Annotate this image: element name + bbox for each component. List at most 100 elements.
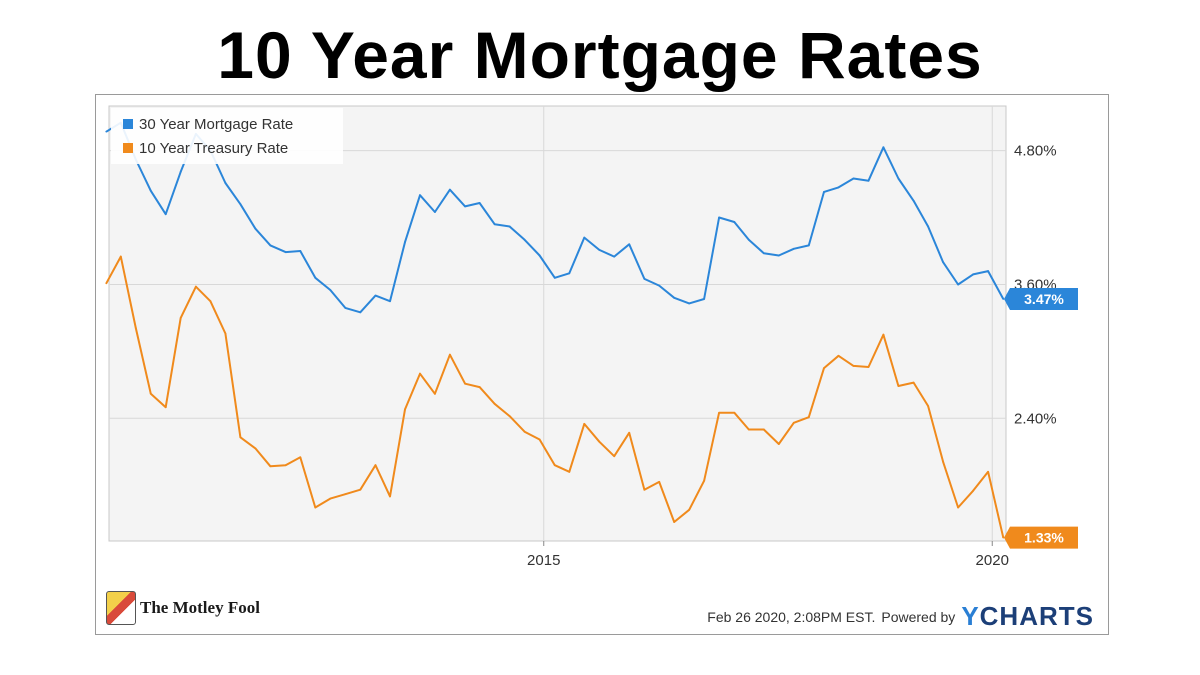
data-point-treasury bbox=[703, 479, 706, 482]
data-point-mortgage bbox=[374, 294, 377, 297]
data-point-treasury bbox=[119, 255, 122, 258]
data-point-treasury bbox=[224, 332, 227, 335]
data-point-mortgage bbox=[105, 130, 108, 133]
data-point-mortgage bbox=[224, 182, 227, 184]
data-point-treasury bbox=[613, 455, 616, 458]
data-point-mortgage bbox=[927, 225, 930, 228]
data-point-treasury bbox=[823, 367, 825, 370]
data-point-mortgage bbox=[449, 188, 451, 191]
data-point-mortgage bbox=[493, 223, 496, 226]
jester-icon bbox=[106, 591, 136, 625]
ycharts-logo[interactable]: YCHARTS bbox=[961, 601, 1094, 632]
data-point-mortgage bbox=[942, 261, 945, 264]
data-point-mortgage bbox=[179, 170, 182, 173]
data-point-mortgage bbox=[643, 277, 646, 280]
last-value-label: 3.47% bbox=[1024, 291, 1064, 307]
data-point-treasury bbox=[882, 333, 885, 336]
data-point-mortgage bbox=[852, 177, 855, 180]
chart-footer: Feb 26 2020, 2:08PM EST. Powered by YCHA… bbox=[707, 601, 1094, 632]
data-point-mortgage bbox=[239, 203, 242, 206]
data-point-mortgage bbox=[478, 202, 481, 204]
data-point-mortgage bbox=[733, 221, 736, 223]
data-point-mortgage bbox=[792, 247, 795, 250]
data-point-treasury bbox=[329, 497, 332, 500]
data-point-mortgage bbox=[867, 179, 870, 182]
ycharts-logo-rest: CHARTS bbox=[979, 601, 1094, 631]
data-point-mortgage bbox=[329, 289, 332, 291]
data-point-treasury bbox=[568, 470, 571, 473]
legend-label: 10 Year Treasury Rate bbox=[139, 140, 288, 157]
data-point-treasury bbox=[987, 470, 989, 473]
data-point-treasury bbox=[209, 300, 212, 303]
data-point-treasury bbox=[449, 353, 451, 356]
data-point-treasury bbox=[718, 411, 721, 414]
data-point-mortgage bbox=[987, 270, 989, 272]
data-point-treasury bbox=[478, 386, 481, 388]
legend-box bbox=[111, 108, 343, 164]
data-point-treasury bbox=[254, 447, 257, 450]
data-point-mortgage bbox=[882, 146, 885, 149]
data-point-mortgage bbox=[464, 205, 467, 208]
data-point-mortgage bbox=[344, 306, 347, 309]
data-point-mortgage bbox=[823, 190, 825, 193]
data-point-mortgage bbox=[688, 302, 691, 305]
legend-swatch bbox=[123, 143, 133, 153]
data-point-mortgage bbox=[777, 254, 780, 257]
data-point-treasury bbox=[658, 480, 661, 483]
data-point-mortgage bbox=[613, 255, 616, 258]
data-point-mortgage bbox=[762, 252, 765, 255]
data-point-treasury bbox=[179, 317, 182, 319]
data-point-mortgage bbox=[673, 296, 676, 299]
data-point-treasury bbox=[673, 521, 676, 523]
data-point-treasury bbox=[523, 430, 526, 433]
data-point-mortgage bbox=[553, 276, 556, 279]
data-point-mortgage bbox=[807, 244, 810, 247]
data-point-mortgage bbox=[897, 177, 900, 180]
data-point-mortgage bbox=[718, 216, 721, 219]
data-point-mortgage bbox=[703, 298, 706, 300]
data-point-treasury bbox=[508, 415, 511, 417]
data-point-mortgage bbox=[284, 251, 287, 254]
data-point-treasury bbox=[374, 464, 377, 467]
data-point-treasury bbox=[583, 422, 586, 425]
data-point-mortgage bbox=[538, 254, 541, 257]
chart-frame: 2.40% 3.60% 4.80% 2015 2020 3.47% 1.33% 30 Year… bbox=[95, 94, 1109, 635]
data-point-treasury bbox=[972, 489, 974, 492]
data-point-treasury bbox=[628, 431, 631, 434]
y-tick-label: 2.40% bbox=[1014, 410, 1057, 427]
data-point-treasury bbox=[897, 385, 900, 387]
data-point-treasury bbox=[733, 411, 736, 414]
data-point-treasury bbox=[762, 428, 765, 431]
data-point-treasury bbox=[598, 440, 601, 443]
data-point-mortgage bbox=[658, 284, 661, 287]
data-point-treasury bbox=[389, 495, 391, 498]
data-point-mortgage bbox=[957, 283, 960, 286]
plot-area bbox=[108, 105, 1007, 542]
data-point-treasury bbox=[777, 443, 780, 445]
data-point-treasury bbox=[807, 416, 810, 419]
data-point-mortgage bbox=[434, 211, 436, 213]
ycharts-logo-y: Y bbox=[961, 601, 980, 631]
motley-fool-logo[interactable]: The Motley Fool bbox=[106, 591, 260, 625]
data-point-mortgage bbox=[359, 311, 362, 314]
data-point-treasury bbox=[464, 382, 467, 385]
data-point-treasury bbox=[314, 506, 317, 509]
data-point-mortgage bbox=[314, 276, 317, 279]
x-tick-label: 2020 bbox=[976, 552, 1009, 569]
y-tick-label: 4.80% bbox=[1014, 143, 1057, 160]
data-point-mortgage bbox=[912, 199, 915, 202]
data-point-mortgage bbox=[837, 186, 840, 189]
data-point-treasury bbox=[912, 381, 915, 384]
data-point-mortgage bbox=[568, 272, 571, 275]
page-title: 10 Year Mortgage Rates bbox=[217, 18, 983, 92]
data-point-treasury bbox=[867, 366, 870, 368]
logo-text: The Motley Fool bbox=[140, 598, 260, 617]
data-point-mortgage bbox=[269, 244, 272, 247]
data-point-treasury bbox=[927, 405, 930, 407]
data-point-mortgage bbox=[164, 213, 167, 216]
data-point-treasury bbox=[538, 438, 541, 441]
legend-label: 30 Year Mortgage Rate bbox=[139, 116, 293, 133]
data-point-treasury bbox=[269, 465, 272, 468]
data-point-treasury bbox=[404, 408, 406, 411]
